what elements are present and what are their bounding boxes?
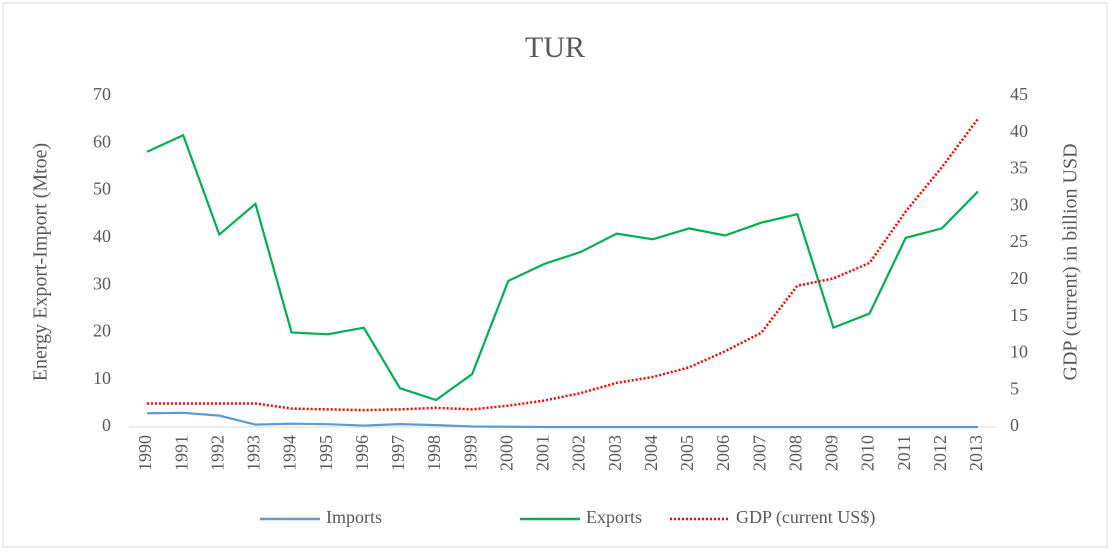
x-tick-label: 2001	[533, 435, 553, 471]
y2-tick-label: 30	[1010, 194, 1028, 214]
y2-tick-label: 10	[1010, 342, 1028, 362]
y-tick-label: 20	[93, 321, 111, 341]
x-tick-label: 2012	[930, 435, 950, 471]
y-tick-label: 0	[102, 415, 111, 435]
x-tick-label: 2011	[894, 435, 914, 470]
x-tick-label: 1992	[207, 435, 227, 471]
y2-tick-label: 15	[1010, 305, 1028, 325]
y2-tick-label: 5	[1010, 378, 1019, 398]
y-tick-label: 60	[93, 131, 111, 151]
x-tick-label: 2008	[785, 435, 805, 471]
y-tick-label: 70	[93, 84, 111, 104]
x-tick-label: 1993	[244, 435, 264, 471]
x-tick-label: 2010	[858, 435, 878, 471]
x-tick-label: 1997	[388, 435, 408, 471]
x-tick-label: 2006	[713, 435, 733, 471]
x-tick-label: 2002	[569, 435, 589, 471]
y2-tick-label: 0	[1010, 415, 1019, 435]
x-tick-label: 2013	[966, 435, 986, 471]
x-tick-label: 1996	[352, 435, 372, 471]
y2-axis-label: GDP (current) in billion USD	[1060, 143, 1082, 380]
legend-label: GDP (current US$)	[736, 507, 875, 528]
series-line	[146, 133, 979, 402]
y-axis-label: Energy Export-Import (Mtoe)	[30, 143, 52, 381]
x-tick-label: 2005	[677, 435, 697, 471]
y-tick-label: 10	[93, 368, 111, 388]
y2-tick-label: 20	[1010, 268, 1028, 288]
y-tick-label: 50	[93, 179, 111, 199]
y2-tick-label: 35	[1010, 158, 1028, 178]
x-tick-label: 1995	[316, 435, 336, 471]
x-tick-label: 1999	[460, 435, 480, 471]
x-tick-label: 2009	[822, 435, 842, 471]
y2-tick-label: 40	[1010, 121, 1028, 141]
x-tick-label: 1990	[135, 435, 155, 471]
series-line	[147, 118, 979, 412]
x-tick-label: 2003	[605, 435, 625, 471]
y-tick-label: 40	[93, 226, 111, 246]
chart-border	[2, 2, 1108, 548]
legend-label: Imports	[326, 507, 382, 527]
legend-label: Exports	[586, 507, 642, 527]
x-tick-label: 1991	[171, 435, 191, 471]
y2-tick-label: 25	[1010, 231, 1028, 251]
y-tick-label: 30	[93, 273, 111, 293]
y2-tick-label: 45	[1010, 84, 1028, 104]
series-line	[147, 411, 978, 429]
x-tick-label: 2000	[496, 435, 516, 471]
x-tick-label: 2004	[641, 435, 661, 471]
x-tick-label: 2007	[749, 435, 769, 471]
x-tick-label: 1998	[424, 435, 444, 471]
x-tick-label: 1994	[280, 435, 300, 471]
chart-title: TUR	[525, 31, 585, 64]
